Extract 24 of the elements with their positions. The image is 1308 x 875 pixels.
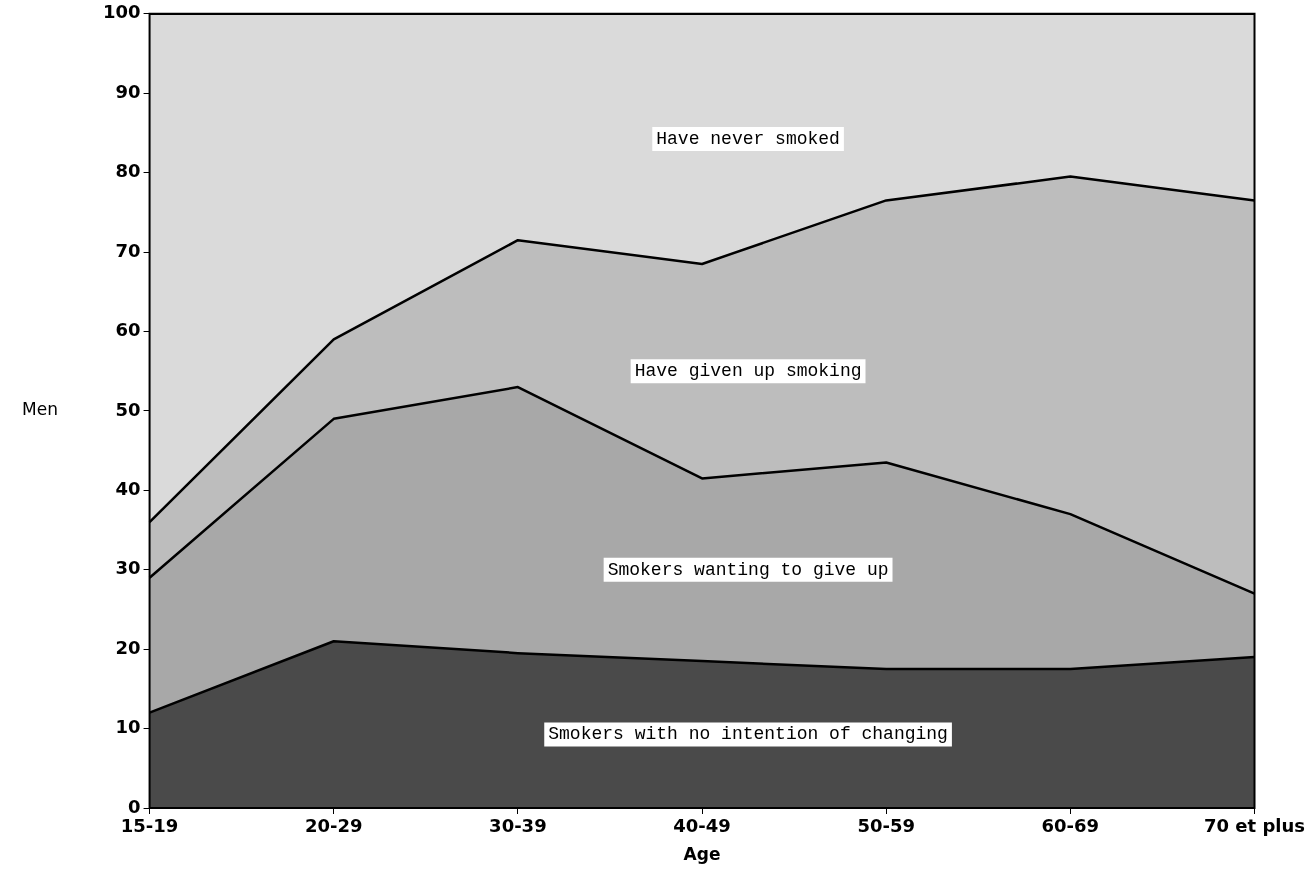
y-tick-label: 60 [115,319,141,341]
x-tick-label: 30-39 [489,815,547,837]
y-tick-label: 50 [115,398,141,420]
series-label: Have given up smoking [634,360,862,381]
y-tick-label: 70 [115,239,141,261]
x-tick-label: 50-59 [857,815,915,837]
series-label: Have never smoked [656,128,840,149]
x-tick-label: 40-49 [673,815,731,837]
y-tick-label: 90 [115,80,141,102]
y-tick-label: 0 [128,795,141,817]
x-tick-label: 70 et plus [1204,815,1305,837]
x-tick-label: 20-29 [304,815,363,837]
y-axis-title: Men [22,399,58,420]
x-tick-label: 60-69 [1041,815,1100,837]
y-tick-label: 30 [115,557,141,579]
y-tick-label: 20 [115,636,141,658]
y-tick-label: 100 [103,1,141,23]
y-tick-label: 40 [115,477,141,499]
series-label: Smokers wanting to give up [607,559,889,580]
x-tick-label: 15-19 [120,815,179,837]
y-tick-label: 10 [115,716,141,738]
series-label: Smokers with no intention of changing [548,724,948,745]
x-axis-title: Age [683,844,721,865]
y-tick-label: 80 [115,160,141,182]
